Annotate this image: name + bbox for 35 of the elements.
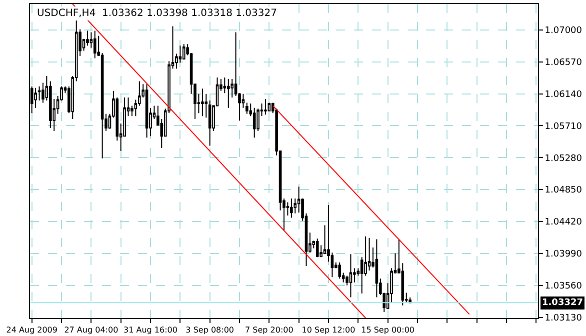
candlestick: [268, 102, 271, 112]
candlestick: [201, 88, 204, 117]
x-tick-label: 15 Sep 00:00: [361, 326, 415, 335]
x-tick-label: 31 Aug 16:00: [124, 326, 178, 335]
y-tick-label: 1.06140: [544, 90, 582, 100]
chart-title: USDCHF,H4 1.03362 1.03398 1.03318 1.03327: [37, 8, 277, 19]
candlestick: [145, 84, 148, 138]
y-tick-label: 1.06570: [544, 58, 582, 68]
x-tick-label: 27 Aug 04:00: [64, 326, 118, 335]
ref-line-label: 1.03327: [542, 298, 583, 308]
candlestick: [316, 238, 319, 258]
candlestick: [375, 238, 378, 298]
candlestick: [338, 262, 342, 280]
x-tick-label: 10 Sep 12:00: [302, 326, 356, 335]
x-tick-label: 3 Sep 08:00: [186, 326, 234, 335]
candlestick: [93, 30, 96, 59]
candlestick: [182, 44, 186, 60]
y-tick-label: 1.03130: [544, 313, 582, 324]
candlestick: [252, 107, 256, 138]
y-tick-label: 1.05280: [544, 154, 582, 164]
candlestick: [290, 198, 293, 218]
y-tick-label: 1.07000: [544, 26, 582, 36]
candlestick: [226, 78, 230, 108]
x-tick-label: 7 Sep 20:00: [245, 326, 294, 335]
candlestick: [246, 102, 248, 114]
x-tick-label: 24 Aug 2009: [6, 326, 58, 335]
candlestick: [208, 100, 212, 146]
candlestick: [349, 254, 352, 298]
y-tick-label: 1.05710: [544, 122, 582, 132]
y-tick-label: 1.04850: [544, 186, 582, 196]
y-tick-label: 1.03560: [544, 281, 582, 292]
y-tick-label: 1.03990: [544, 250, 582, 260]
candlestick: [264, 98, 267, 116]
y-tick-label: 1.04420: [544, 218, 582, 228]
candlestick: [38, 86, 41, 101]
